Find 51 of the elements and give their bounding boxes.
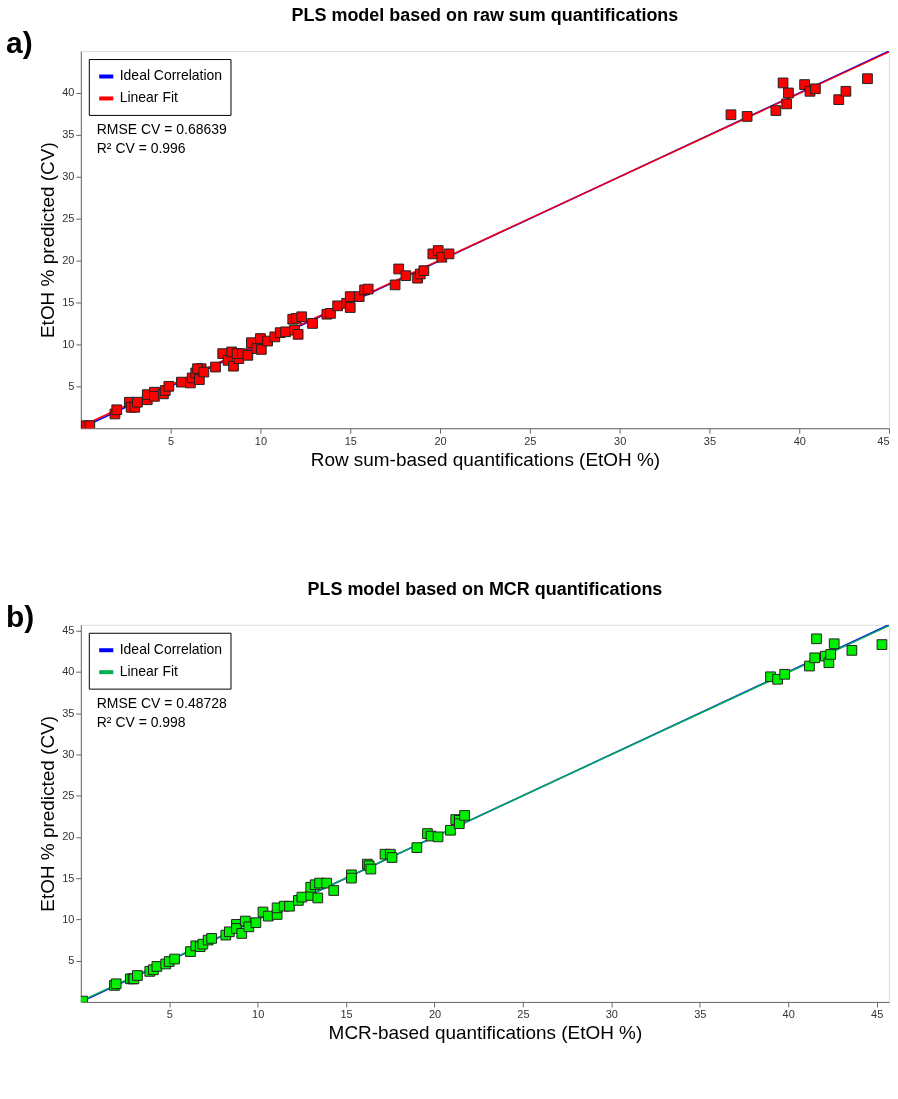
y-tick-label: 10 [62, 337, 75, 350]
text: a) [5, 26, 33, 60]
x-tick-label: 25 [524, 434, 537, 447]
y-tick-label: 30 [62, 747, 75, 760]
x-tick-label: 5 [166, 1008, 173, 1021]
x-axis-title: MCR-based quantifications (EtOH %) [328, 1022, 643, 1044]
annotation: R² CV = 0.996 [96, 139, 186, 156]
y-tick-label: 20 [62, 254, 75, 267]
x-tick-label: 30 [614, 434, 627, 447]
y-tick-label: 5 [68, 954, 75, 967]
text: b) [5, 599, 35, 633]
legend-label: Linear Fit [119, 89, 179, 106]
chart-title: PLS model based on raw sum quantifications [291, 5, 679, 26]
x-tick-label: 15 [340, 1008, 353, 1021]
x-tick-label: 20 [434, 434, 447, 447]
y-tick-label: 45 [62, 624, 75, 637]
x-tick-label: 45 [871, 1008, 884, 1021]
x-tick-label: 20 [428, 1008, 442, 1021]
y-tick-label: 40 [62, 86, 75, 99]
chart-title: PLS model based on MCR quantifications [307, 578, 663, 599]
annotation: R² CV = 0.998 [96, 713, 186, 730]
y-tick-label: 35 [62, 706, 75, 719]
y-tick-label: 15 [62, 295, 75, 308]
x-tick-label: 45 [877, 434, 890, 447]
x-tick-label: 40 [793, 434, 806, 447]
x-tick-label: 25 [517, 1008, 530, 1021]
y-tick-label: 40 [62, 665, 75, 678]
legend-label: Ideal Correlation [119, 641, 223, 658]
annotation: RMSE CV = 0.48728 [96, 694, 227, 711]
x-tick-label: 30 [605, 1008, 618, 1021]
y-tick-label: 25 [62, 789, 75, 802]
y-tick-label: 10 [62, 912, 75, 925]
x-tick-label: 15 [344, 434, 357, 447]
x-tick-label: 35 [703, 434, 717, 447]
legend-label: Linear Fit [119, 663, 179, 680]
x-tick-label: 10 [254, 434, 268, 447]
x-tick-label: 5 [168, 434, 175, 447]
x-axis-title: Row sum-based quantifications (EtOH %) [310, 448, 661, 470]
y-tick-label: 15 [62, 871, 75, 884]
y-tick-label: 30 [62, 170, 75, 183]
y-axis-title: EtOH % predicted (CV) [37, 142, 59, 339]
y-tick-label: 35 [62, 128, 75, 141]
x-tick-label: 40 [782, 1008, 795, 1021]
x-tick-label: 10 [252, 1008, 265, 1021]
x-tick-label: 35 [694, 1008, 707, 1021]
y-tick-label: 20 [62, 830, 75, 843]
y-tick-label: 25 [62, 212, 75, 225]
annotation: RMSE CV = 0.68639 [96, 120, 227, 137]
y-axis-title: EtOH % predicted (CV) [37, 715, 59, 912]
y-tick-label: 5 [68, 379, 75, 392]
legend-label: Ideal Correlation [119, 67, 223, 84]
